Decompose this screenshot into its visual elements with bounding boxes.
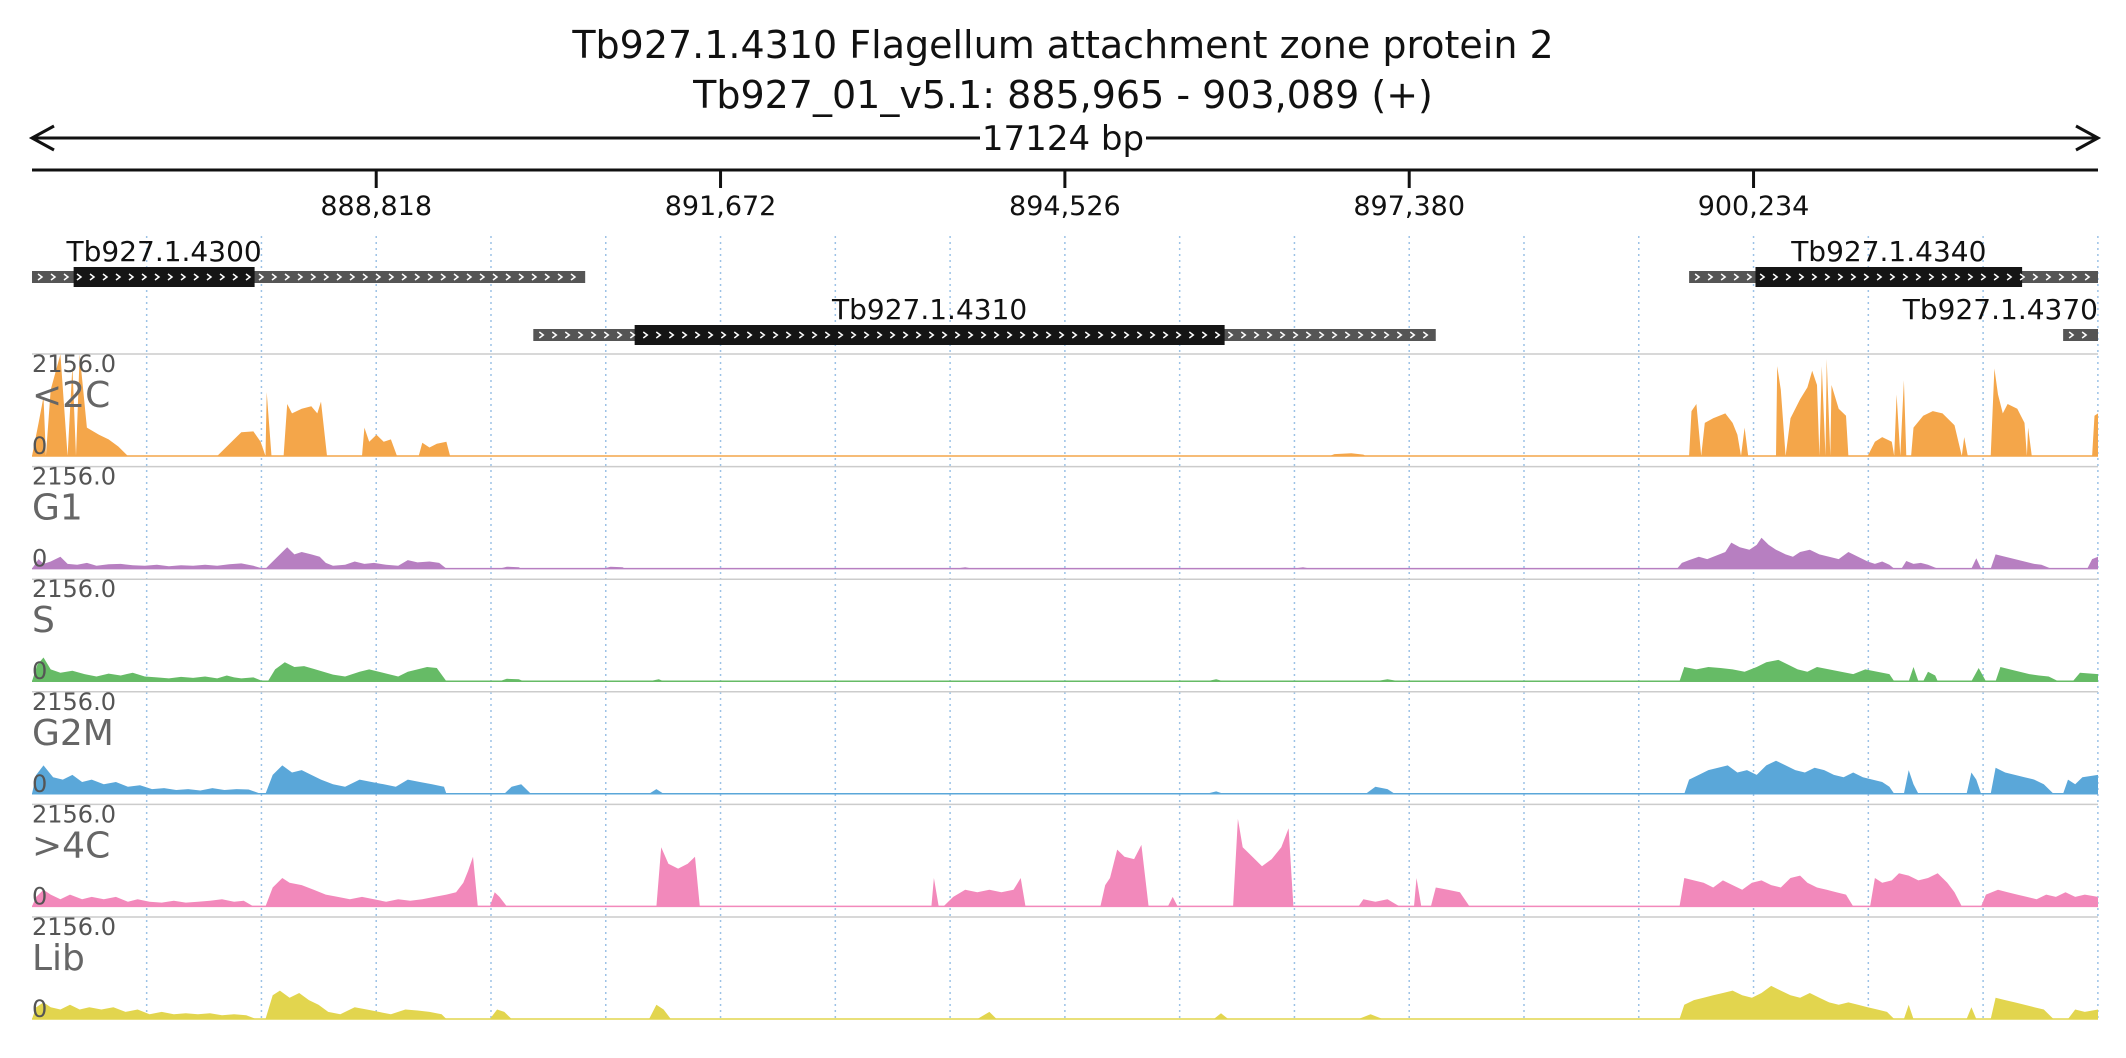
track-name-label: <2C — [32, 375, 110, 416]
gene-model: Tb927.1.4370 — [1902, 293, 2098, 341]
ruler-tick-label: 891,672 — [665, 191, 777, 222]
span-right-arrow — [2075, 124, 2102, 152]
coverage-profile — [32, 354, 2098, 456]
ruler-tick-label: 888,818 — [320, 191, 432, 222]
track-min-label: 0 — [32, 657, 47, 685]
gene-model: Tb927.1.4310 — [533, 293, 1436, 345]
gene-cds — [634, 325, 1225, 345]
gene-label: Tb927.1.4370 — [1902, 293, 2098, 326]
gene-annotation-track: Tb927.1.4300 Tb927.1.4310 Tb927.1.4340 Tb92… — [32, 235, 2098, 345]
strand-arrows — [2068, 331, 2088, 339]
track-name-label: G2M — [32, 713, 114, 754]
strand-arrows — [37, 273, 577, 281]
track-name-label: >4C — [32, 825, 110, 866]
strand-arrows — [538, 331, 1429, 339]
span-length-label: 17124 bp — [982, 119, 1144, 159]
gene-label: Tb927.1.4340 — [1790, 235, 1986, 268]
strand-arrows — [1694, 273, 2091, 281]
track-min-label: 0 — [32, 995, 47, 1023]
track-name-label: S — [32, 600, 55, 641]
coverage-tracks: 2156.0<2C02156.0G102156.0S02156.0G2M0215… — [32, 350, 2098, 1023]
coverage-track: 2156.0>4C 0 — [32, 800, 2098, 910]
track-max-label: 2156.0 — [32, 913, 116, 941]
coverage-profile — [32, 818, 2098, 907]
gene-cds — [1755, 267, 2023, 287]
coverage-track: 2156.0S 0 — [32, 575, 2098, 685]
track-min-label: 0 — [32, 882, 47, 910]
gene-cds — [73, 267, 255, 287]
ruler-tick-label: 900,234 — [1698, 191, 1810, 222]
gene-utr — [2063, 329, 2098, 341]
coverage-profile — [32, 985, 2098, 1019]
track-max-label: 2156.0 — [32, 688, 116, 716]
gene-title: Tb927.1.4310 Flagellum attachment zone p… — [571, 23, 1553, 67]
coverage-profile — [32, 657, 2098, 682]
coverage-profile — [32, 760, 2098, 794]
gene-model: Tb927.1.4300 — [32, 235, 586, 287]
track-name-label: G1 — [32, 488, 83, 529]
track-min-label: 0 — [32, 432, 47, 460]
ruler-tick-label: 897,380 — [1353, 191, 1465, 222]
span-left-arrow — [28, 124, 55, 152]
track-name-label: Lib — [32, 938, 85, 979]
track-min-label: 0 — [32, 770, 47, 798]
span-indicator: 17124 bp — [28, 119, 2102, 159]
locus-label: Tb927_01_v5.1: 885,965 - 903,089 (+) — [692, 73, 1433, 117]
coverage-track: 2156.0<2C 0 — [32, 350, 2098, 460]
coordinate-ruler: 888,818 891,672 894,526 897,380 900,234 — [32, 168, 2098, 222]
coverage-profile — [32, 537, 2098, 569]
coverage-track: 2156.0G1 0 — [32, 463, 2098, 573]
ruler-tick-label: 894,526 — [1009, 191, 1121, 222]
track-max-label: 2156.0 — [32, 575, 116, 603]
gene-model: Tb927.1.4340 — [1689, 235, 2098, 287]
gene-label: Tb927.1.4300 — [66, 235, 262, 268]
track-min-label: 0 — [32, 545, 47, 573]
track-max-label: 2156.0 — [32, 463, 116, 491]
gene-label: Tb927.1.4310 — [831, 293, 1027, 326]
track-max-label: 2156.0 — [32, 800, 116, 828]
track-max-label: 2156.0 — [32, 350, 116, 378]
